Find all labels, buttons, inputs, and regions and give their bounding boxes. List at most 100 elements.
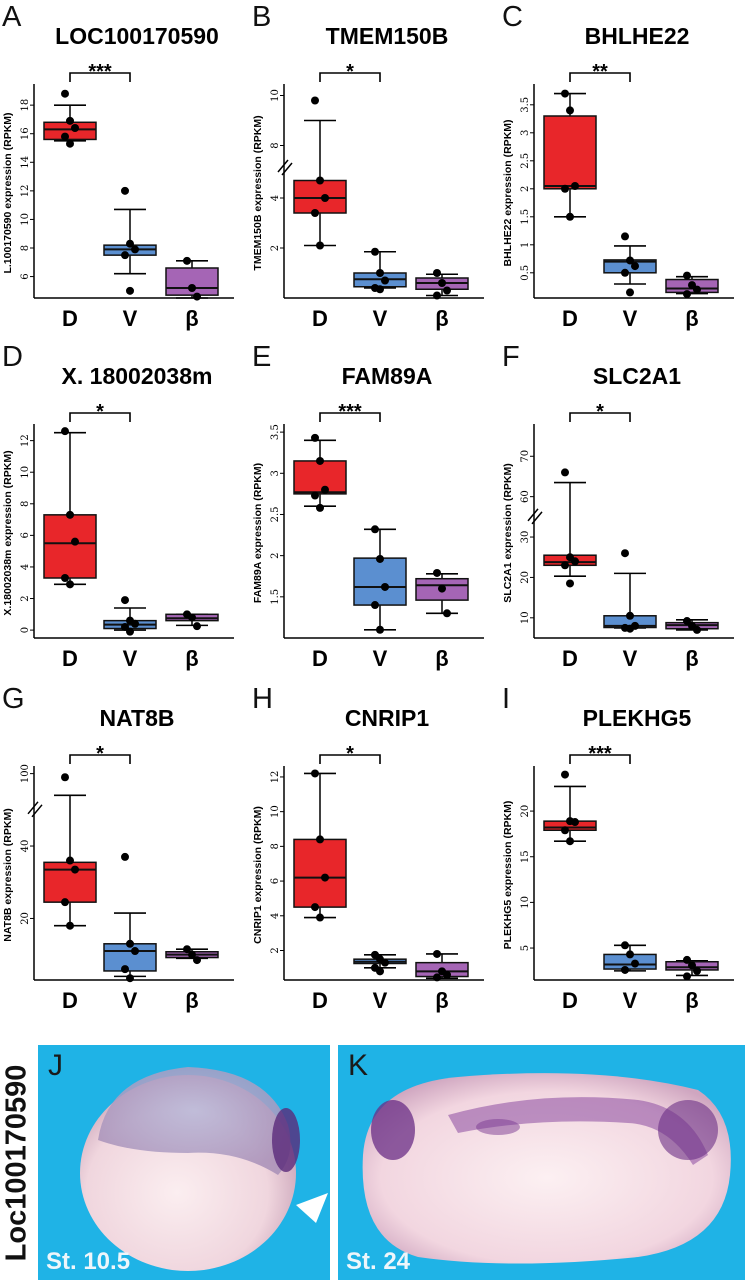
data-point bbox=[561, 770, 569, 779]
chart-title: NAT8B bbox=[100, 705, 175, 731]
data-point bbox=[433, 568, 441, 577]
significance-stars: *** bbox=[588, 743, 612, 765]
data-point bbox=[621, 549, 629, 558]
category-label: V bbox=[623, 646, 638, 671]
data-point bbox=[193, 292, 201, 301]
y-tick-label: 20 bbox=[20, 912, 31, 925]
data-point bbox=[571, 182, 579, 190]
data-point bbox=[693, 966, 701, 975]
data-point bbox=[561, 826, 569, 835]
significance-bracket bbox=[569, 412, 631, 422]
box-plot-svg: C BHLHE22 ** 0.5 1 1.5 2 2.5 3 3.5 BHLHE22 express… bbox=[502, 1, 734, 331]
panel-letter: G bbox=[2, 683, 25, 715]
data-point bbox=[561, 468, 569, 477]
data-point bbox=[121, 852, 129, 861]
box-plot-svg: D X. 18002038m * 0 2 4 6 8 10 12 X.18002038m expre… bbox=[2, 341, 234, 671]
y-axis-label: BHLHE22 expression (RPKM) bbox=[502, 119, 514, 266]
data-point bbox=[688, 961, 696, 970]
panel-letter-j: J bbox=[48, 1049, 63, 1082]
chart-title: X. 18002038m bbox=[62, 363, 213, 389]
y-tick-label: 14 bbox=[20, 156, 31, 169]
data-point bbox=[71, 537, 79, 546]
data-point bbox=[443, 286, 451, 295]
y-tick-label: 3 bbox=[270, 470, 281, 476]
data-point bbox=[61, 574, 69, 582]
significance-stars: * bbox=[346, 743, 354, 765]
data-point bbox=[561, 184, 569, 193]
data-point bbox=[321, 194, 329, 202]
significance-bracket bbox=[319, 412, 381, 422]
category-label: V bbox=[373, 988, 388, 1013]
data-point bbox=[626, 288, 634, 297]
panel-letter: B bbox=[252, 1, 271, 33]
data-point bbox=[311, 96, 319, 105]
data-point bbox=[66, 139, 74, 148]
data-point bbox=[621, 965, 629, 974]
data-point bbox=[371, 601, 379, 610]
y-tick-label: 100 bbox=[20, 764, 31, 783]
category-label: D bbox=[62, 646, 78, 671]
data-point bbox=[193, 956, 201, 965]
data-point bbox=[311, 433, 319, 442]
panel-letter-k: K bbox=[348, 1049, 369, 1082]
data-point bbox=[61, 132, 69, 141]
y-tick-label: 3.5 bbox=[270, 424, 281, 440]
panel-letter: A bbox=[2, 1, 22, 33]
data-point bbox=[121, 622, 129, 631]
box-V bbox=[103, 943, 157, 972]
data-point bbox=[683, 955, 691, 964]
significance-stars: ** bbox=[592, 61, 608, 83]
panel-letter: H bbox=[252, 683, 273, 715]
data-point bbox=[188, 613, 196, 622]
data-point bbox=[371, 525, 379, 534]
y-tick-label: 0 bbox=[20, 627, 31, 633]
data-point bbox=[131, 619, 139, 628]
data-point bbox=[316, 456, 324, 465]
y-tick-label: 2 bbox=[20, 595, 31, 601]
y-axis-label: SLC2A1 expression (RPKM) bbox=[502, 463, 514, 602]
significance-stars: * bbox=[96, 743, 104, 765]
data-point bbox=[71, 124, 79, 132]
data-point bbox=[683, 972, 691, 981]
y-tick-label: 10 bbox=[20, 466, 31, 479]
data-point bbox=[621, 232, 629, 241]
y-tick-label: 8 bbox=[20, 501, 31, 507]
box-plot-svg: E FAM89A *** 1.5 2 2.5 3 3.5 FAM89A expression (… bbox=[252, 341, 484, 671]
y-tick-label: 2.5 bbox=[270, 507, 281, 523]
data-point bbox=[376, 967, 384, 976]
significance-bracket bbox=[319, 754, 381, 764]
data-point bbox=[683, 271, 691, 280]
data-point bbox=[433, 973, 441, 982]
y-axis-label: X.18002038m expression (RPKM) bbox=[2, 450, 14, 615]
category-label: D bbox=[62, 306, 78, 331]
y-tick-label: 5 bbox=[520, 945, 531, 951]
data-point bbox=[693, 285, 701, 294]
y-tick-label: 15 bbox=[520, 850, 531, 863]
category-label: β bbox=[685, 306, 698, 331]
y-axis-label: FAM89A expression (RPKM) bbox=[252, 463, 264, 603]
data-point bbox=[311, 769, 319, 778]
arrowhead-icon bbox=[296, 1193, 328, 1223]
y-axis-label: PLEKHG5 expression (RPKM) bbox=[502, 801, 514, 950]
y-axis-label: TMEM150B expression (RPKM) bbox=[252, 115, 264, 270]
category-label: β bbox=[435, 306, 448, 331]
category-label: V bbox=[123, 306, 138, 331]
data-point bbox=[566, 106, 574, 115]
data-point bbox=[66, 510, 74, 519]
data-point bbox=[126, 939, 134, 948]
significance-stars: *** bbox=[88, 61, 112, 83]
data-point bbox=[433, 949, 441, 958]
y-tick-label: 70 bbox=[520, 450, 531, 463]
data-point bbox=[121, 965, 129, 974]
y-tick-label: 10 bbox=[20, 213, 31, 226]
in-situ-photos: Loc100170590 J St. 10.5 bbox=[0, 1045, 745, 1280]
y-tick-label: 1 bbox=[520, 242, 531, 248]
panel-letter: I bbox=[502, 683, 510, 715]
data-point bbox=[621, 941, 629, 950]
y-tick-label: 2 bbox=[520, 186, 531, 192]
chart-title: FAM89A bbox=[342, 363, 433, 389]
data-point bbox=[381, 958, 389, 967]
data-point bbox=[376, 554, 384, 563]
category-label: V bbox=[373, 646, 388, 671]
y-axis-label: NAT8B expression (RPKM) bbox=[2, 808, 14, 941]
